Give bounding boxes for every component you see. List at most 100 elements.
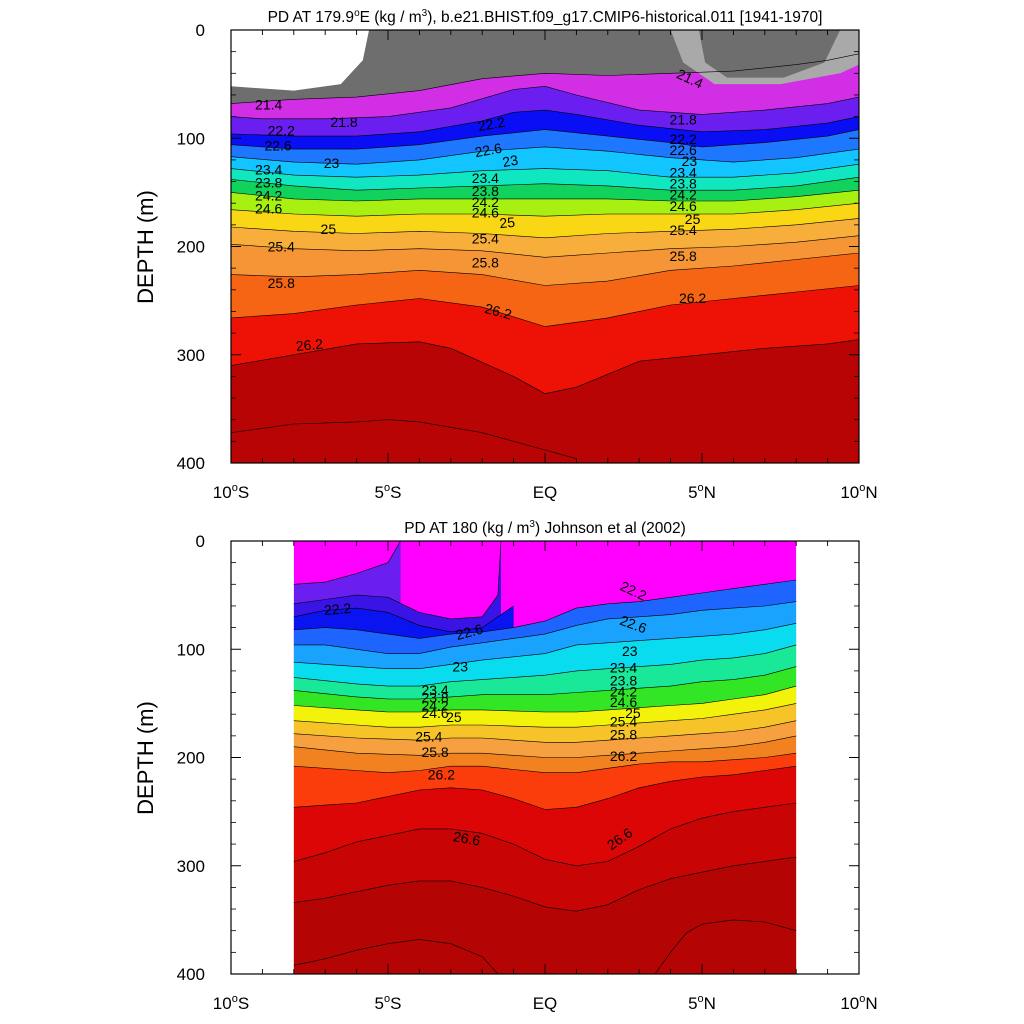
observation-x-tick-label-0: 10oS (213, 993, 249, 1013)
model-contour-label-3: 21.8 (670, 112, 697, 128)
observation-isoline-22.4 (293, 579, 797, 639)
model-contour-label-8: 22.6 (473, 140, 503, 161)
observation-y-tick-label-2: 200 (177, 749, 205, 768)
model-contour-lines (231, 53, 859, 459)
model-isoline-24.2 (231, 189, 859, 202)
model-contour-label-21: 24.2 (670, 186, 697, 202)
observation-isoline-27 (654, 919, 797, 974)
model-y-tick-label-2: 200 (177, 238, 205, 257)
observation-contour-label-12: 24.6 (421, 705, 448, 721)
observation-isoline-22.2 (293, 605, 514, 633)
model-isoline-23 (231, 146, 859, 165)
model-contour-label-0: 21.4 (255, 96, 282, 112)
model-contour-label-20: 24.2 (472, 194, 499, 210)
model-contour-label-30: 25.4 (670, 222, 697, 238)
model-band-26.8 (231, 419, 577, 463)
observation-contour-label-14: 25 (446, 709, 462, 725)
model-contour-label-15: 23.4 (670, 165, 697, 181)
model-surface-patch-left (325, 30, 392, 95)
observation-isoline-22 (293, 541, 502, 620)
model-contour-label-19: 24.2 (255, 187, 282, 203)
model-x-tick-label-2: EQ (533, 483, 558, 502)
observation-contour-label-0: 22.2 (323, 600, 352, 618)
model-contour-label-2: 21.8 (330, 114, 357, 130)
observation-isoline-21.8 (293, 541, 401, 585)
model-contour-labels: 21.421.421.8 21.822.2 22.222.222.6 22.6 22.6… (255, 66, 706, 354)
observation-contour-label-20: 26.2 (428, 767, 455, 783)
model-isoline-25.8 (231, 252, 859, 286)
observation-contour-label-11: 24.2 (610, 683, 637, 699)
model-isoline-26.2 (231, 285, 859, 327)
model-x-tick-label-0: 10oS (213, 482, 249, 502)
observation-y-tick-label-0: 0 (196, 532, 205, 551)
observation-axes: 0 100 200 300 400 10oS 5oS EQ 5oN 10oN (177, 532, 878, 1013)
observation-band-27 (654, 919, 797, 974)
model-contour-label-25: 25 (321, 221, 337, 237)
model-y-tick-label-0: 0 (196, 21, 205, 40)
observation-contour-label-10: 24.2 (421, 697, 448, 713)
model-surface-patch-core (698, 30, 841, 78)
model-isoline-23.4 (231, 163, 859, 178)
model-contour-label-11: 23 (501, 152, 519, 170)
model-isoline-21.8 (231, 85, 859, 120)
model-contour-label-29: 25.4 (472, 231, 499, 247)
model-contour-label-31: 25.8 (268, 275, 295, 291)
observation-y-tick-label-4: 400 (177, 965, 205, 984)
observation-y-axis-label: DEPTH (m) (133, 701, 158, 815)
model-contour-label-17: 23.8 (472, 183, 499, 199)
observation-x-tick-label-2: EQ (533, 994, 558, 1013)
model-axes: 0 100 200 300 400 10oS 5oS EQ 5oN 10oN (177, 21, 878, 502)
observation-x-tick-label-4: 10oN (840, 993, 877, 1013)
observation-x-tick-label-1: 5oS (375, 993, 402, 1013)
model-isoline-22.2 (231, 109, 859, 137)
model-contour-label-14: 23.4 (472, 170, 499, 186)
observation-x-tick-label-3: 5oN (688, 993, 716, 1013)
observation-contour-label-9: 23.8 (610, 672, 637, 688)
observation-contour-label-16: 25.4 (415, 729, 442, 745)
model-surface-void (231, 30, 370, 91)
model-contour-label-16: 23.8 (255, 174, 282, 190)
observation-contour-label-13: 24.6 (610, 694, 637, 710)
model-contour-label-27: 25 (685, 211, 701, 227)
observation-contour-label-5: 23 (622, 643, 638, 659)
model-contour-label-34: 26.2 (295, 336, 324, 354)
model-x-tick-label-3: 5oN (688, 482, 716, 502)
observation-contour-label-4: 23 (452, 658, 468, 674)
observation-isoline-24 (293, 666, 797, 700)
observation-isoline-22.8 (293, 601, 797, 654)
observation-isoline-23.6 (293, 644, 797, 687)
model-isoline-26.6 (231, 339, 859, 395)
model-contour-label-7: 22.6 (264, 138, 291, 154)
model-panel-title: PD AT 179.9oE (kg / m3), b.e21.BHIST.f09… (268, 8, 823, 26)
observation-no-data-right (796, 541, 859, 974)
observation-isoline-26.6 (293, 802, 797, 867)
model-contour-label-9: 22.6 (670, 142, 697, 158)
model-contour-label-33: 25.8 (670, 248, 697, 264)
observation-isoline-25.6 (293, 735, 797, 758)
model-isoline-21.4 (231, 53, 859, 104)
model-isoline-23.8 (231, 176, 859, 191)
observation-contour-label-8: 23.8 (421, 690, 448, 706)
model-contour-label-13: 23.4 (255, 161, 282, 177)
model-isoline-25.4 (231, 235, 859, 258)
observation-isoline-24.8 (293, 703, 797, 728)
model-contour-label-35: 26.2 (483, 300, 514, 323)
observation-contour-fill (231, 541, 859, 974)
model-isoline-26.8 (231, 419, 577, 459)
observation-isoline-26 (293, 752, 797, 774)
model-isoline-22.6 (231, 129, 859, 150)
observation-isoline-27 (293, 939, 499, 974)
model-isoline-25 (231, 218, 859, 239)
observation-contour-label-18: 25.8 (421, 744, 448, 760)
observation-contour-lines (293, 541, 797, 974)
observation-isoline-26.4 (293, 765, 797, 810)
model-y-axis-label: DEPTH (m) (133, 190, 158, 304)
observation-isoline-26.8 (293, 856, 797, 912)
observation-y-tick-label-3: 300 (177, 857, 205, 876)
model-contour-label-23: 24.6 (472, 205, 499, 221)
model-contour-label-24: 24.6 (670, 198, 697, 214)
model-isoline-24.6 (231, 202, 859, 217)
model-x-tick-label-1: 5oS (375, 482, 402, 502)
observation-contour-label-22: 26.6 (452, 828, 482, 849)
